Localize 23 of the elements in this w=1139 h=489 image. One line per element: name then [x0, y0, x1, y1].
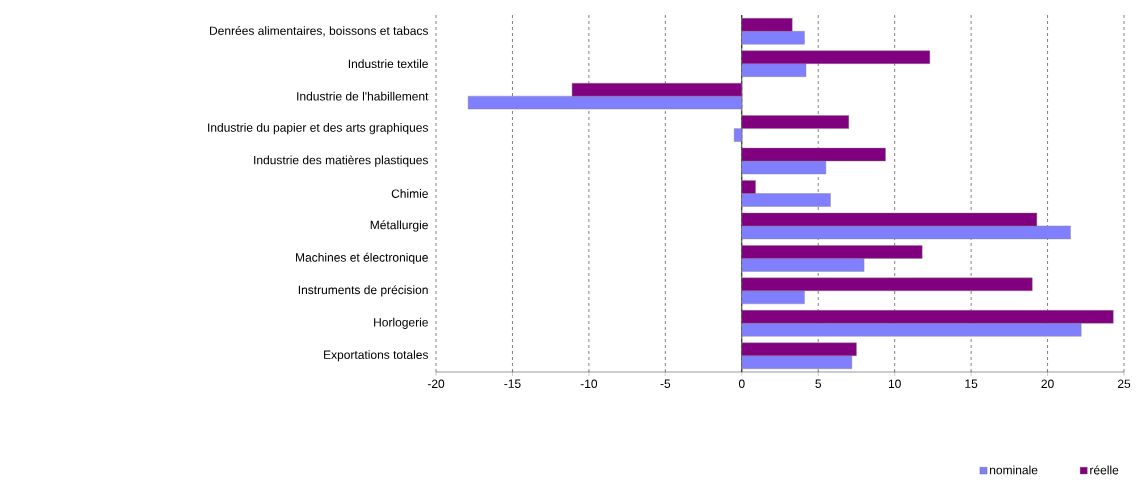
x-tick-label: 25 [1117, 379, 1131, 389]
x-tick-label: -5 [660, 379, 671, 388]
x-tick-label: -15 [504, 379, 521, 388]
x-tick-label: 20 [1041, 379, 1054, 389]
x-tick-label: 5 [815, 379, 822, 388]
y-tick-label: Industrie de l'habillement [297, 91, 429, 101]
y-tick-label: Industrie des matières plastiques [254, 155, 429, 167]
y-tick-label: Denrées alimentaires, boissons et tabacs [210, 26, 428, 37]
x-tick-label: 15 [965, 379, 978, 388]
y-tick-label: Métallurgie [370, 220, 428, 232]
y-tick-label: Instruments de précision [298, 285, 428, 297]
legend-label: réelle [1090, 465, 1119, 475]
y-tick-label: Industrie textile [348, 59, 428, 69]
legend-label: nominale [990, 465, 1038, 475]
y-tick-label: Horlogerie [374, 317, 428, 329]
x-tick-label: 0 [738, 379, 745, 389]
x-tick-label: -20 [427, 379, 445, 389]
x-tick-label: -10 [580, 379, 598, 389]
y-tick-label: Exportations totales [324, 350, 429, 362]
x-tick-label: 10 [888, 379, 901, 389]
y-tick-label: Machines et électronique [296, 252, 428, 265]
y-tick-label: Industrie du papier et des arts graphiques [208, 123, 428, 135]
y-tick-label: Chimie [391, 189, 428, 198]
